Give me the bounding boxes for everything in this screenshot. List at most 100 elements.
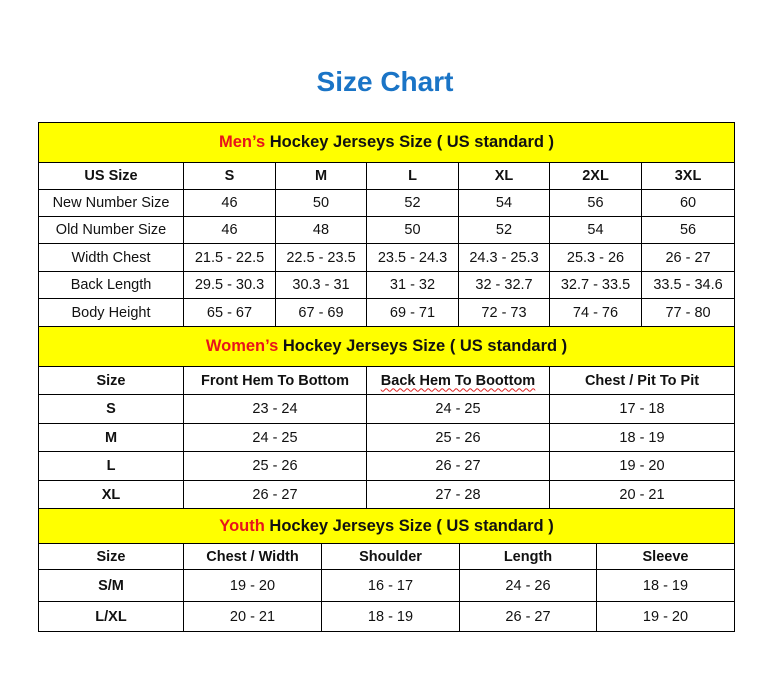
column-header: Chest / Width <box>183 543 322 570</box>
column-header: Back Hem To Boottom <box>366 366 550 395</box>
table-cell: 56 <box>640 216 736 244</box>
section-title-text: Hockey Jerseys Size ( US standard ) <box>264 516 554 535</box>
table-row: Width Chest 21.5 - 22.5 22.5 - 23.5 23.5 - … <box>38 243 736 272</box>
column-header: Size <box>38 543 184 570</box>
women-section-title: Women’s Hockey Jerseys Size ( US standar… <box>37 326 736 367</box>
table-cell: 74 - 76 <box>549 298 642 327</box>
table-cell: 22.5 - 23.5 <box>275 243 367 272</box>
table-cell: 24 - 25 <box>366 394 550 424</box>
row-label: S <box>38 394 184 424</box>
table-row: L 25 - 26 26 - 27 19 - 20 <box>38 451 736 481</box>
women-column-headers: Size Front Hem To Bottom Back Hem To Boott… <box>38 366 736 395</box>
section-title-highlight: Youth <box>219 516 265 535</box>
row-label: L/XL <box>38 601 184 632</box>
men-section-header: Men’s Hockey Jerseys Size ( US standard … <box>37 122 736 163</box>
section-title-highlight: Men’s <box>219 133 266 151</box>
table-cell: 72 - 73 <box>458 298 550 327</box>
table-row: L/XL 20 - 21 18 - 19 26 - 27 19 - 20 <box>38 601 736 632</box>
row-label: Body Height <box>38 298 184 327</box>
table-cell: 54 <box>458 189 550 217</box>
table-cell: 23.5 - 24.3 <box>366 243 459 272</box>
table-cell: 60 <box>640 189 736 217</box>
table-cell: 16 - 17 <box>321 569 460 602</box>
column-header: S <box>183 162 276 190</box>
column-header: US Size <box>38 162 184 190</box>
table-row: Old Number Size 46 48 50 52 54 56 <box>38 216 736 244</box>
table-cell: 52 <box>458 216 550 244</box>
table-cell: 23 - 24 <box>183 394 367 424</box>
table-cell: 26 - 27 <box>640 243 736 272</box>
row-label: S/M <box>38 569 184 602</box>
table-cell: 19 - 20 <box>183 569 322 602</box>
column-header: Chest / Pit To Pit <box>548 366 736 395</box>
table-cell: 52 <box>366 189 459 217</box>
table-cell: 26 - 27 <box>366 451 550 481</box>
column-header: Sleeve <box>595 543 736 570</box>
men-column-headers: US Size S M L XL 2XL 3XL <box>38 162 736 190</box>
table-row: S/M 19 - 20 16 - 17 24 - 26 18 - 19 <box>38 569 736 602</box>
table-row: XL 26 - 27 27 - 28 20 - 21 <box>38 480 736 509</box>
table-cell: 17 - 18 <box>548 394 736 424</box>
table-cell: 18 - 19 <box>548 423 736 452</box>
table-cell: 54 <box>549 216 642 244</box>
column-header: 2XL <box>549 162 642 190</box>
column-header: Size <box>38 366 184 395</box>
womens-size-table: Women’s Hockey Jerseys Size ( US standar… <box>37 326 736 509</box>
table-cell: 33.5 - 34.6 <box>640 271 736 299</box>
row-label: New Number Size <box>38 189 184 217</box>
table-cell: 77 - 80 <box>640 298 736 327</box>
table-cell: 25.3 - 26 <box>549 243 642 272</box>
table-cell: 20 - 21 <box>548 480 736 509</box>
table-cell: 20 - 21 <box>183 601 322 632</box>
table-cell: 50 <box>275 189 367 217</box>
table-cell: 19 - 20 <box>595 601 736 632</box>
table-row: Back Length 29.5 - 30.3 30.3 - 31 31 - 32 32… <box>38 271 736 299</box>
row-label: M <box>38 423 184 452</box>
column-header: Front Hem To Bottom <box>183 366 367 395</box>
table-cell: 26 - 27 <box>459 601 597 632</box>
table-cell: 25 - 26 <box>183 451 367 481</box>
youth-size-table: Youth Hockey Jerseys Size ( US standard … <box>37 508 736 632</box>
row-label: XL <box>38 480 184 509</box>
section-title-text: Hockey Jerseys Size ( US standard ) <box>278 337 568 355</box>
mens-size-table: Men’s Hockey Jerseys Size ( US standard … <box>37 122 736 327</box>
table-cell: 46 <box>183 189 276 217</box>
table-row: Body Height 65 - 67 67 - 69 69 - 71 72 - 73 7… <box>38 298 736 327</box>
table-cell: 18 - 19 <box>321 601 460 632</box>
column-header: L <box>366 162 459 190</box>
youth-section-title: Youth Hockey Jerseys Size ( US standard … <box>37 508 736 544</box>
row-label: L <box>38 451 184 481</box>
column-header: XL <box>458 162 550 190</box>
table-row: New Number Size 46 50 52 54 56 60 <box>38 189 736 217</box>
youth-section-header: Youth Hockey Jerseys Size ( US standard … <box>37 508 736 544</box>
column-header: 3XL <box>640 162 736 190</box>
table-cell: 46 <box>183 216 276 244</box>
table-cell: 31 - 32 <box>366 271 459 299</box>
table-cell: 18 - 19 <box>595 569 736 602</box>
table-cell: 32.7 - 33.5 <box>549 271 642 299</box>
column-header: Shoulder <box>321 543 460 570</box>
men-section-title: Men’s Hockey Jerseys Size ( US standard … <box>37 122 736 163</box>
table-cell: 27 - 28 <box>366 480 550 509</box>
table-cell: 67 - 69 <box>275 298 367 327</box>
table-cell: 69 - 71 <box>366 298 459 327</box>
table-cell: 19 - 20 <box>548 451 736 481</box>
row-label: Width Chest <box>38 243 184 272</box>
table-cell: 30.3 - 31 <box>275 271 367 299</box>
section-title-text: Hockey Jerseys Size ( US standard ) <box>265 133 555 151</box>
table-row: M 24 - 25 25 - 26 18 - 19 <box>38 423 736 452</box>
table-cell: 50 <box>366 216 459 244</box>
table-cell: 56 <box>549 189 642 217</box>
table-cell: 26 - 27 <box>183 480 367 509</box>
page-title: Size Chart <box>316 66 454 97</box>
table-cell: 25 - 26 <box>366 423 550 452</box>
table-cell: 48 <box>275 216 367 244</box>
row-label: Old Number Size <box>38 216 184 244</box>
row-label: Back Length <box>38 271 184 299</box>
column-header: M <box>275 162 367 190</box>
women-section-header: Women’s Hockey Jerseys Size ( US standar… <box>37 326 736 367</box>
section-title-highlight: Women’s <box>205 337 279 355</box>
table-row: S 23 - 24 24 - 25 17 - 18 <box>38 394 736 424</box>
column-header: Length <box>459 543 597 570</box>
table-cell: 24 - 25 <box>183 423 367 452</box>
